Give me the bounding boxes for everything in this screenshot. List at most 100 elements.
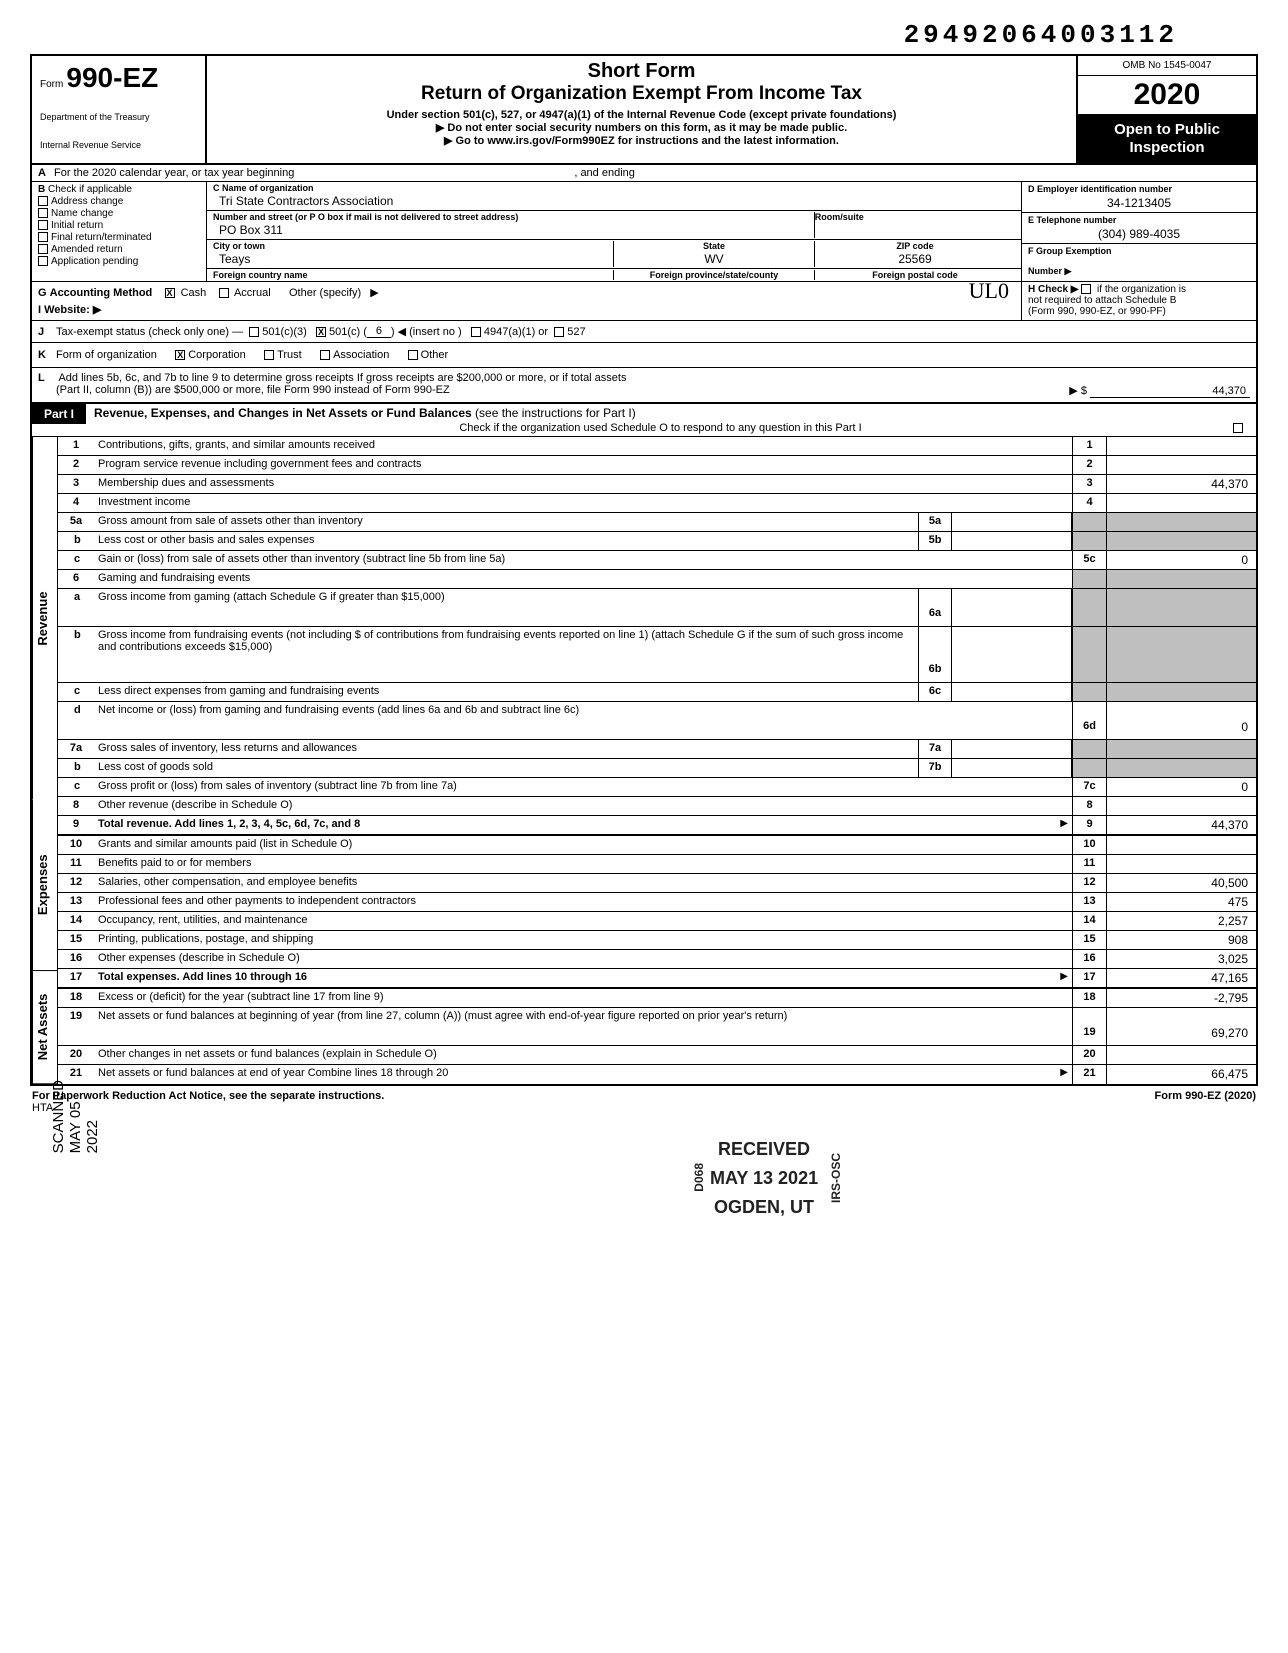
line-6-text: Gaming and fundraising events [94,570,1072,588]
line-9-rn: 9 [1072,816,1106,834]
line-6a-num: a [58,589,94,626]
document-number: 29492064003112 [30,20,1258,50]
501c-number: 6 [367,325,391,338]
h-text3: (Form 990, 990-EZ, or 990-PF) [1028,306,1166,317]
line-6d-text: Net income or (loss) from gaming and fun… [94,702,1072,739]
netassets-side-label: Net Assets [32,971,58,1084]
line-4-val [1106,494,1256,512]
line-6c-num: c [58,683,94,701]
check-accrual[interactable] [219,288,229,298]
line-21-val: 66,475 [1106,1065,1256,1084]
check-address-change[interactable] [38,196,48,206]
label-zip: ZIP code [815,241,1015,251]
check-association[interactable] [320,350,330,360]
line-11-num: 11 [58,855,94,873]
check-cash[interactable] [165,288,175,298]
line-7b-mn: 7b [918,759,952,777]
label-foreign-prov: Foreign province/state/county [614,270,814,280]
line-20-val [1106,1046,1256,1064]
check-initial-return[interactable] [38,220,48,230]
check-final-return[interactable] [38,232,48,242]
line-6c-mn: 6c [918,683,952,701]
line-5c-val: 0 [1106,551,1256,569]
check-if-applicable: B Check if applicable Address change Nam… [32,182,207,281]
line-4-num: 4 [58,494,94,512]
org-zip: 25569 [815,251,1015,267]
other-specify-label: Other (specify) [289,287,361,299]
subtitle-ssn: Do not enter social security numbers on … [217,121,1066,134]
line-8-rn: 8 [1072,797,1106,815]
handwritten-mark: UL0 [969,278,1009,304]
line-15-rn: 15 [1072,931,1106,949]
accrual-label: Accrual [234,287,271,299]
line-7a-mn: 7a [918,740,952,758]
line-6a-text: Gross income from gaming (attach Schedul… [94,589,918,626]
line-12-num: 12 [58,874,94,892]
line-6b-text: Gross income from fundraising events (no… [94,627,918,682]
dept-irs: Internal Revenue Service [40,140,197,150]
line-6a-mv [952,589,1072,626]
check-amended[interactable] [38,244,48,254]
form-number: 990-EZ [66,62,158,93]
line-11-text: Benefits paid to or for members [94,855,1072,873]
expenses-side-label: Expenses [32,800,58,971]
check-h[interactable] [1081,284,1091,294]
line-16-rn: 16 [1072,950,1106,968]
line-13-val: 475 [1106,893,1256,911]
line-3-text: Membership dues and assessments [94,475,1072,493]
form-prefix: Form [40,79,63,90]
line-6a-mn: 6a [918,589,952,626]
check-application-pending[interactable] [38,256,48,266]
check-corporation[interactable] [175,350,185,360]
line-7b-text: Less cost of goods sold [94,759,918,777]
label-f-number: Number ▶ [1028,256,1250,277]
line-15-val: 908 [1106,931,1256,949]
form-of-org-label: Form of organization [56,349,157,361]
check-applicable-label: Check if applicable [48,184,132,195]
form-number-footer: Form 990-EZ (2020) [1155,1090,1256,1114]
line-7c-val: 0 [1106,778,1256,796]
check-schedule-o[interactable] [1233,423,1243,433]
line-15-text: Printing, publications, postage, and shi… [94,931,1072,949]
row-j: J Tax-exempt status (check only one) — 5… [30,321,1258,343]
check-other-org[interactable] [408,350,418,360]
line-6b-mv [952,627,1072,682]
line-6c-mv [952,683,1072,701]
line-5a-mn: 5a [918,513,952,531]
check-527[interactable] [554,327,564,337]
check-501c[interactable] [316,327,326,337]
line-14-text: Occupancy, rent, utilities, and maintena… [94,912,1072,930]
label-f-group: F Group Exemption [1028,246,1250,256]
label-b: B [38,184,45,195]
ein-value: 34-1213405 [1028,194,1250,210]
line-1-val [1106,437,1256,455]
line-7c-rn: 7c [1072,778,1106,796]
line-17-arrow: ▶ [1060,971,1068,982]
label-j: J [38,326,56,338]
line-21-text: Net assets or fund balances at end of ye… [98,1067,448,1079]
label-l: L [38,372,56,384]
line-5a-rv [1106,513,1256,531]
line-16-text: Other expenses (describe in Schedule O) [94,950,1072,968]
line-7c-text: Gross profit or (loss) from sales of inv… [94,778,1072,796]
received-stamp: D068 RECEIVED MAY 13 2021 OGDEN, UT IRS-… [710,1135,818,1221]
line-3-val: 44,370 [1106,475,1256,493]
line-6a-rv [1106,589,1256,626]
line-20-rn: 20 [1072,1046,1106,1064]
line-19-val: 69,270 [1106,1008,1256,1045]
check-name-change[interactable] [38,208,48,218]
check-trust[interactable] [264,350,274,360]
check-501c3[interactable] [249,327,259,337]
527-label: 527 [567,326,585,338]
subtitle-section: Under section 501(c), 527, or 4947(a)(1)… [217,109,1066,121]
line-8-text: Other revenue (describe in Schedule O) [94,797,1072,815]
line-18-rn: 18 [1072,989,1106,1007]
line-10-text: Grants and similar amounts paid (list in… [94,836,1072,854]
tax-year: 2020 [1078,76,1256,115]
line-7a-rn [1072,740,1106,758]
line-13-num: 13 [58,893,94,911]
check-4947[interactable] [471,327,481,337]
line-19-rn: 19 [1072,1008,1106,1045]
line-9-val: 44,370 [1106,816,1256,834]
right-info-block: D Employer identification number 34-1213… [1021,182,1256,281]
